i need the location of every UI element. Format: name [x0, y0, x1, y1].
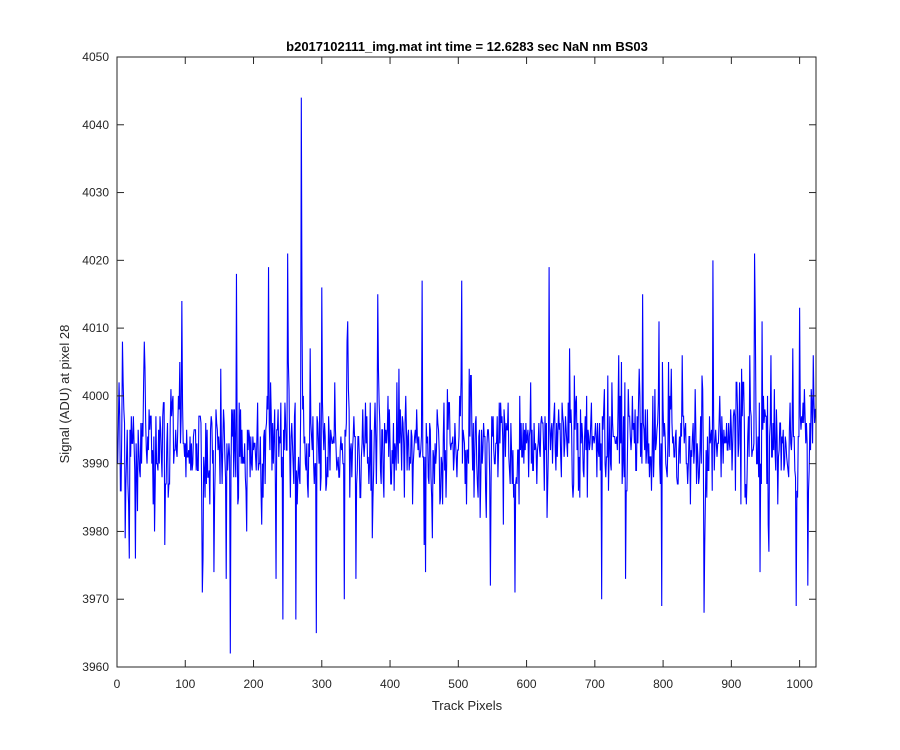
- y-tick-label: 4030: [82, 186, 109, 200]
- x-tick-label: 800: [653, 677, 673, 691]
- x-tick-label: 400: [380, 677, 400, 691]
- y-tick-label: 3960: [82, 660, 109, 674]
- x-tick-label: 600: [517, 677, 537, 691]
- y-tick-label: 4040: [82, 118, 109, 132]
- x-tick-label: 1000: [786, 677, 813, 691]
- plot-frame: [116, 56, 817, 668]
- y-tick-label: 3980: [82, 524, 109, 538]
- x-tick-label: 100: [175, 677, 195, 691]
- series-layer: [117, 97, 816, 654]
- y-tick-label: 3970: [82, 592, 109, 606]
- y-tick-label: 4020: [82, 253, 109, 267]
- x-tick-label: 300: [312, 677, 332, 691]
- x-axis-label: Track Pixels: [432, 698, 503, 713]
- y-tick-label: 4050: [82, 50, 109, 64]
- x-tick-label: 900: [721, 677, 741, 691]
- x-axis: 0 100 200 300 400 500 600 700 800 900 1000: [114, 57, 813, 691]
- series-line: [117, 97, 816, 654]
- y-axis: 3960 3970 3980 3990 4000 4010 4020 4030 4040 4050: [82, 50, 816, 674]
- y-tick-label: 4010: [82, 321, 109, 335]
- y-tick-label: 3990: [82, 457, 109, 471]
- x-tick-label: 500: [448, 677, 468, 691]
- y-axis-label: Signal (ADU) at pixel 28: [57, 325, 72, 464]
- plot-area: [117, 57, 816, 667]
- x-tick-label: 200: [244, 677, 264, 691]
- x-tick-label: 0: [114, 677, 121, 691]
- y-tick-label: 4000: [82, 389, 109, 403]
- x-tick-label: 700: [585, 677, 605, 691]
- chart-title: b2017102111_img.mat int time = 12.6283 s…: [286, 39, 648, 54]
